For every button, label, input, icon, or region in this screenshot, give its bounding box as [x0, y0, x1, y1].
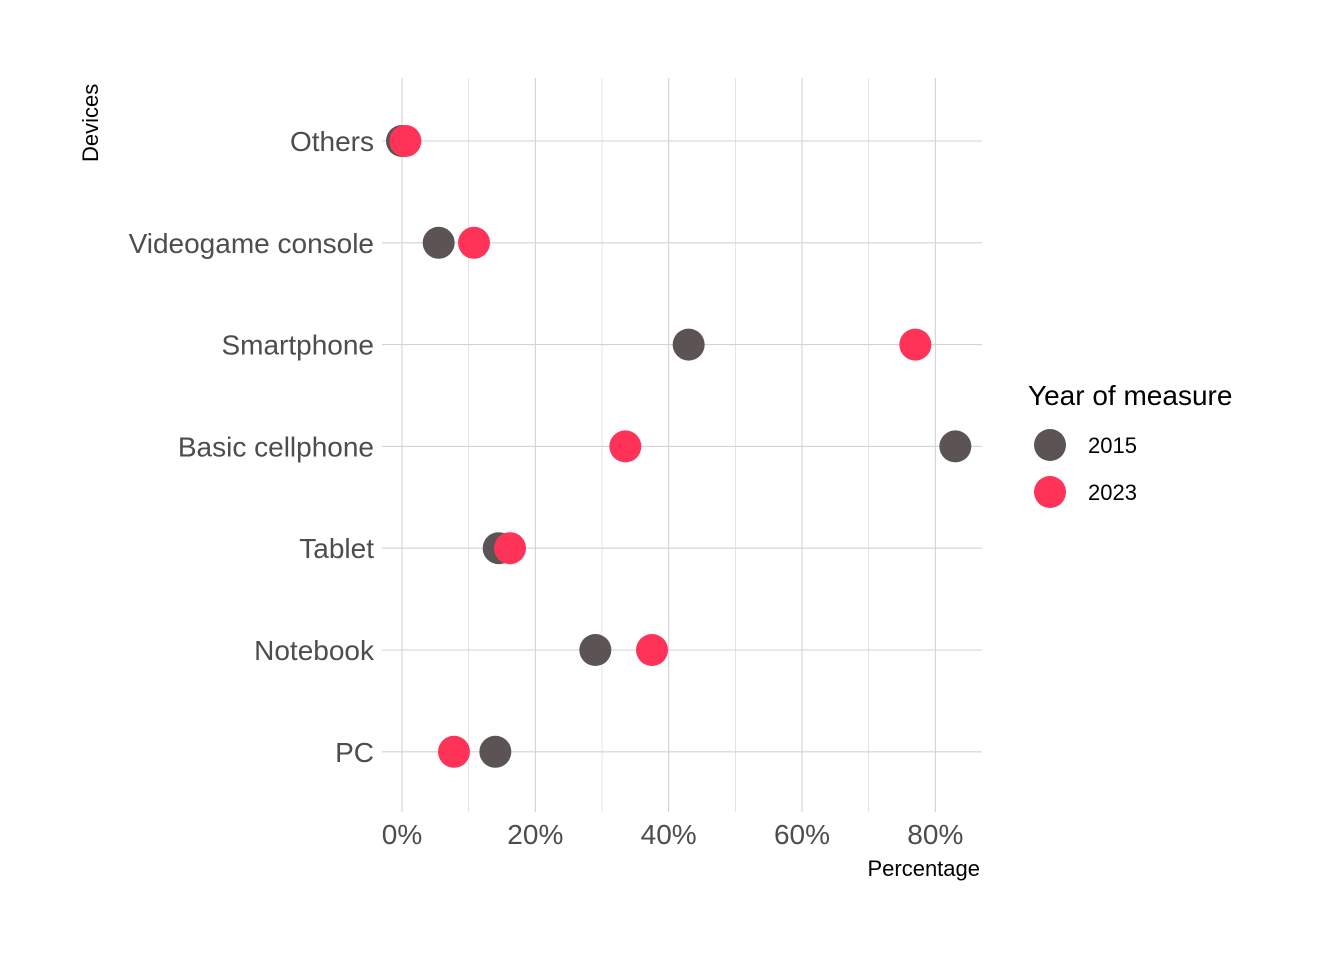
data-point-2015-smartphone: [672, 328, 705, 361]
x-axis-title: Percentage: [867, 856, 980, 881]
x-tick-label: 40%: [641, 819, 697, 850]
data-point-2023-tablet: [494, 532, 526, 565]
data-point-2015-pc: [479, 735, 512, 768]
data-point-2015-notebook: [579, 634, 612, 666]
data-point-2023-notebook: [636, 634, 668, 666]
legend-items: 2015 2023: [1034, 429, 1137, 508]
data-point-2015-basic-cellphone: [939, 430, 972, 463]
y-tick-label: Videogame console: [129, 228, 374, 259]
data-points: [386, 125, 972, 768]
data-point-2023-others: [389, 125, 422, 157]
legend-key-2023: [1034, 476, 1066, 508]
x-tick-label: 20%: [507, 819, 563, 850]
x-tick-label: 80%: [907, 819, 963, 850]
x-axis-tick-labels: 0% 20% 40% 60% 80%: [382, 819, 964, 850]
legend-title: Year of measure: [1028, 380, 1232, 411]
data-point-2023-videogame-console: [458, 226, 490, 259]
data-point-2023-pc: [438, 735, 470, 768]
y-axis-title: Devices: [78, 84, 103, 162]
y-axis-tick-labels: Others Videogame console Smartphone Basic c…: [129, 126, 375, 768]
y-tick-label: Notebook: [254, 635, 375, 666]
data-point-2023-basic-cellphone: [609, 430, 642, 463]
legend-label-2023: 2023: [1088, 480, 1137, 505]
data-point-2015-videogame-console: [422, 226, 455, 259]
y-tick-label: PC: [335, 737, 374, 768]
legend: Year of measure 2015 2023: [1028, 380, 1232, 508]
grid-lines: [382, 78, 982, 812]
y-tick-label: Tablet: [299, 533, 374, 564]
x-tick-label: 60%: [774, 819, 830, 850]
y-tick-label: Smartphone: [221, 330, 374, 361]
data-point-2023-smartphone: [899, 328, 932, 361]
y-tick-label: Basic cellphone: [178, 431, 374, 462]
legend-key-2015: [1034, 429, 1066, 461]
x-tick-label: 0%: [382, 819, 422, 850]
y-tick-label: Others: [290, 126, 374, 157]
legend-label-2015: 2015: [1088, 433, 1137, 458]
